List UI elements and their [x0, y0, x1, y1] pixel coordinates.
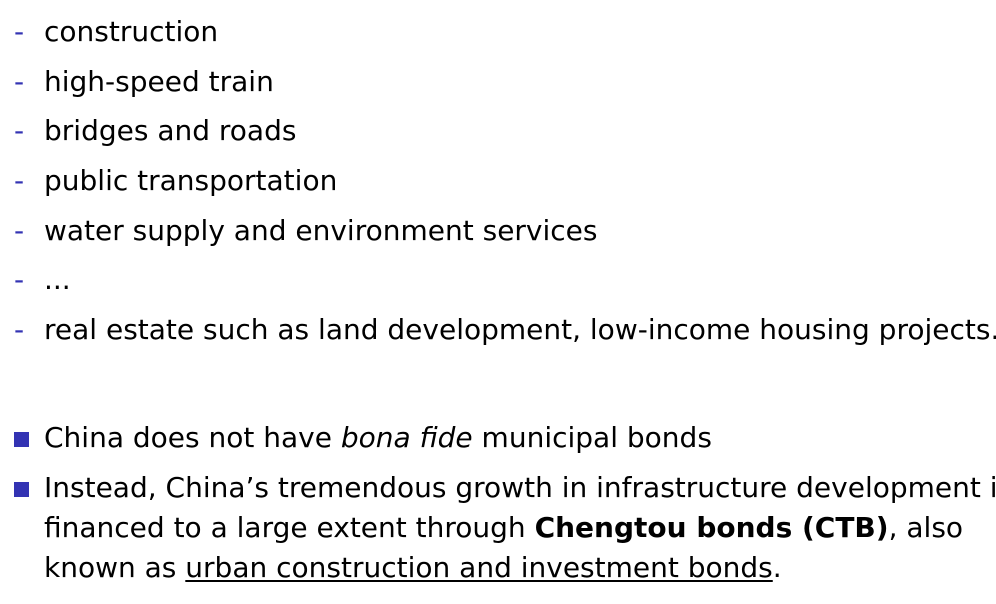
- dash-bullet: -: [14, 213, 25, 247]
- bullet-line: Instead, China’s tremendous growth in in…: [44, 471, 996, 504]
- bold-text: Chengtou bonds (CTB): [534, 511, 889, 544]
- text-segment: known as: [44, 551, 186, 584]
- square-bullet-icon: [14, 482, 29, 497]
- bullet-municipal-bonds: China does not have bona fide municipal …: [14, 418, 984, 458]
- dash-bullet: -: [14, 15, 25, 48]
- dash-bullet: -: [14, 64, 25, 98]
- bullet-line: financed to a large extent through Cheng…: [44, 508, 984, 548]
- text-segment: China does not have: [44, 421, 341, 454]
- square-bullet-icon: [14, 432, 29, 447]
- list-item-text: construction: [44, 15, 219, 48]
- list-item-text: high-speed train: [44, 64, 274, 98]
- list-item-text: ...: [44, 263, 71, 297]
- dash-bullet: -: [14, 164, 25, 198]
- dash-bullet: -: [14, 313, 25, 347]
- text-segment: financed to a large extent through: [44, 511, 535, 544]
- dash-bullet: -: [14, 263, 25, 297]
- text-segment: .: [772, 551, 782, 584]
- bullet-chengtou-bonds: Instead, China’s tremendous growth in in…: [14, 468, 996, 588]
- text-segment: , also: [888, 511, 964, 544]
- underlined-text: urban construction and investment bonds: [185, 551, 773, 584]
- list-item-text: bridges and roads: [44, 114, 297, 148]
- bullet-text: China does not have bona fide municipal …: [44, 418, 984, 458]
- main-bullet-list: China does not have bona fide municipal …: [14, 418, 996, 598]
- list-item-text: water supply and environment services: [44, 213, 598, 247]
- list-item-text: public transportation: [44, 164, 338, 198]
- emphasized-text: bona fide: [340, 421, 473, 454]
- list-item-text: real estate such as land development, lo…: [44, 313, 996, 347]
- text-segment: municipal bonds: [472, 421, 712, 454]
- bullet-line: known as urban construction and investme…: [44, 548, 984, 588]
- dash-bullet: -: [14, 114, 25, 148]
